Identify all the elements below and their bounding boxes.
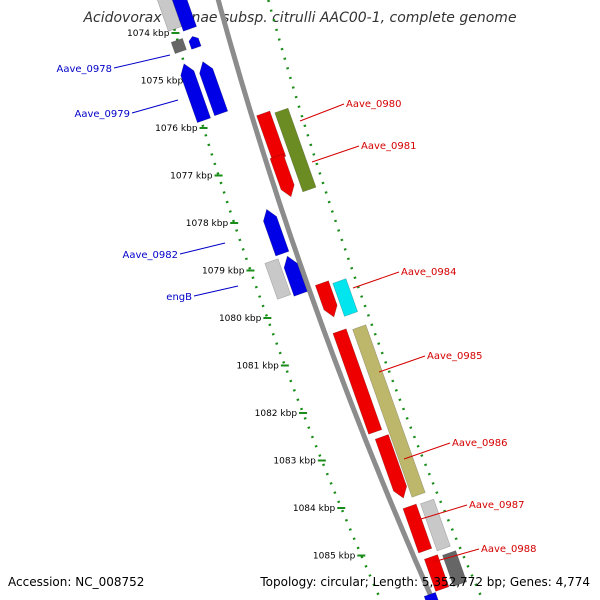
gene-arrow-aave-0984 bbox=[332, 278, 359, 317]
scale-label: 1076 kbp bbox=[155, 124, 198, 134]
gene-arrow bbox=[170, 37, 187, 55]
gene-label-aave-0987: Aave_0987 bbox=[469, 500, 525, 511]
gene-arrow bbox=[352, 324, 426, 498]
gene-arrow-aave-0985 bbox=[332, 328, 383, 435]
scale-label: 1075 kbp bbox=[141, 77, 184, 87]
gene-arrow bbox=[442, 550, 468, 587]
gene-label-aave-0985: Aave_0985 bbox=[427, 351, 483, 362]
scale-label: 1077 kbp bbox=[170, 172, 213, 182]
gene-arrow bbox=[314, 280, 338, 318]
scale-label: 1078 kbp bbox=[186, 219, 229, 229]
gene-arrow bbox=[169, 0, 197, 32]
label-leader-line bbox=[113, 54, 171, 69]
gene-arrow-aave-0979 bbox=[199, 61, 229, 117]
scale-label: 1080 kbp bbox=[219, 314, 262, 324]
gene-arrow-engb bbox=[283, 255, 308, 297]
gene-arrow bbox=[423, 591, 440, 600]
label-leader-line bbox=[311, 145, 360, 163]
gene-arrow bbox=[420, 498, 451, 552]
scale-label: 1082 kbp bbox=[255, 409, 298, 419]
gene-arrow-aave-0978 bbox=[180, 63, 211, 123]
genome-backbone bbox=[215, 0, 436, 600]
gene-arrow-aave-0986 bbox=[374, 434, 408, 499]
gene-label-aave-0981: Aave_0981 bbox=[361, 141, 417, 152]
label-leader-line bbox=[193, 285, 239, 297]
label-leader-line bbox=[131, 99, 179, 114]
gene-label-aave-0982: Aave_0982 bbox=[123, 250, 179, 261]
scale-label: 1079 kbp bbox=[202, 267, 245, 277]
gene-label-aave-0979: Aave_0979 bbox=[75, 109, 131, 120]
scale-label: 1081 kbp bbox=[236, 362, 279, 372]
gene-arrow-aave-0981 bbox=[274, 107, 317, 193]
gene-label-aave-0978: Aave_0978 bbox=[57, 64, 113, 75]
label-leader-line bbox=[179, 242, 226, 255]
gene-label-aave-0986: Aave_0986 bbox=[452, 438, 508, 449]
label-leader-line bbox=[299, 103, 345, 122]
label-leader-line bbox=[420, 504, 468, 520]
gene-arrow-aave-0987 bbox=[402, 503, 433, 554]
label-leader-line bbox=[432, 548, 480, 563]
label-leader-line bbox=[378, 355, 426, 373]
scale-label: 1085 kbp bbox=[313, 552, 356, 562]
gene-arrow bbox=[269, 153, 295, 198]
gene-arrow-aave-0988 bbox=[423, 554, 450, 592]
gene-label-aave-0988: Aave_0988 bbox=[481, 544, 537, 555]
label-leader-line bbox=[352, 271, 400, 289]
label-leader-line bbox=[403, 442, 451, 460]
gene-arrow bbox=[188, 35, 202, 50]
gene-arrow bbox=[154, 0, 182, 32]
scale-label: 1074 kbp bbox=[127, 29, 170, 39]
scale-label: 1084 kbp bbox=[293, 504, 336, 514]
gene-arrow bbox=[264, 258, 292, 300]
accession-text: Accession: NC_008752 bbox=[8, 575, 145, 589]
gene-label-aave-0980: Aave_0980 bbox=[346, 99, 402, 110]
genome-summary-text: Topology: circular; Length: 5,352,772 bp… bbox=[260, 575, 590, 589]
gene-arrow-aave-0980 bbox=[256, 110, 287, 162]
gene-label-aave-0984: Aave_0984 bbox=[401, 267, 457, 278]
gene-arrow-aave-0982 bbox=[263, 208, 290, 257]
gene-label-engb: engB bbox=[166, 292, 192, 303]
scale-label: 1083 kbp bbox=[273, 457, 316, 467]
